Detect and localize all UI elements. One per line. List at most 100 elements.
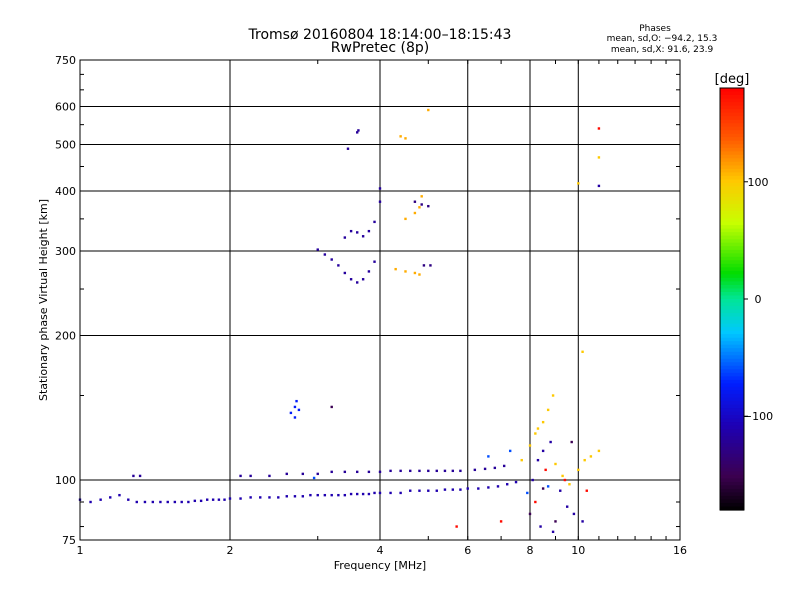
echo-point [361,235,365,238]
echo-point [135,500,138,504]
colorbar-band [720,123,744,128]
echo-point [330,493,333,497]
colorbar-band [720,288,744,293]
echo-point [118,493,121,497]
axis-ticks: 1 2 4 6 8 10 16 75 100 200 300 400 500 600 750 [55,54,687,557]
colorbar-band [720,267,744,272]
y-tick-label: 600 [55,101,76,114]
echo-point [413,200,417,203]
colorbar-band [720,467,744,472]
chart-subtitle: RwPretec (8p) [331,40,429,56]
echo-point [277,496,280,499]
echo-point [249,496,252,499]
echo-point [404,137,407,140]
echo-point [546,408,550,412]
echo-point [404,217,407,221]
echo-point [373,491,376,495]
echo-point [554,520,557,523]
echo-point [367,229,371,233]
echo-point [378,470,382,474]
colorbar-band [720,460,744,465]
colorbar-band [720,242,744,247]
colorbar-band [720,239,744,244]
echo-point [316,493,319,497]
echo-point [378,200,382,203]
echo-point [355,231,359,234]
echo-point [451,469,455,473]
echo-point [239,497,242,500]
x-tick-label: 4 [377,544,384,557]
echo-point [343,470,347,474]
echo-point [268,474,271,478]
echo-point [199,499,203,503]
echo-point [355,492,359,496]
colorbar-band [720,98,744,103]
echo-point [99,498,102,501]
x-tick-label: 8 [527,544,534,557]
colorbar-band [720,502,744,508]
colorbar-band [720,281,744,286]
colorbar-band [720,299,744,304]
colorbar-band [720,306,744,311]
data-points [78,108,601,534]
colorbar-band [720,200,744,205]
echo-point [367,270,371,273]
colorbar-band [720,207,744,212]
colorbar-band [720,172,744,177]
colorbar-band [720,376,744,381]
echo-point [309,493,312,497]
colorbar-band [720,443,744,448]
echo-point [404,270,407,273]
echo-point [413,211,417,215]
echo-point [337,493,340,497]
colorbar-band [720,397,744,402]
echo-point [544,468,547,472]
echo-point [565,505,569,508]
echo-point [526,491,529,495]
echo-point [413,271,417,275]
x-tick-label: 6 [464,544,471,557]
colorbar-band [720,277,744,283]
y-tick-label: 500 [55,139,76,152]
colorbar-band [720,436,744,441]
echo-point [418,469,421,473]
echo-point [597,184,601,188]
colorbar-band [720,253,744,258]
colorbar-band [720,348,744,353]
echo-point [546,485,550,488]
echo-point [151,500,155,504]
echo-point [330,470,333,474]
colorbar-band [720,429,744,434]
colorbar-band [720,351,744,356]
echo-point [159,500,162,504]
colorbar-band [720,88,744,93]
echo-point [346,147,350,150]
echo-point [554,462,557,466]
echo-point [89,500,92,504]
colorbar-band [720,105,744,110]
echo-point [399,469,402,473]
grid-lines [80,60,680,540]
colorbar-band [720,295,744,300]
echo-point [367,470,371,474]
colorbar-band [720,119,744,124]
echo-point [528,512,532,516]
colorbar-band [720,232,744,237]
colorbar-band [720,386,744,392]
echo-point [508,449,512,453]
echo-point [301,472,305,476]
echo-point [223,498,226,501]
chart-title: Tromsø 20160804 18:14:00–18:15:43 [248,27,512,43]
colorbar-band [720,488,744,494]
colorbar-band [720,411,744,416]
echo-point [572,512,576,516]
echo-point [466,487,469,490]
phase-colorbar: 100 0 −100 [719,87,773,511]
echo-point [520,458,523,462]
colorbar-band [720,365,744,370]
colorbar-band [720,481,744,486]
echo-point [349,492,353,496]
echo-point [551,530,555,534]
echo-point [570,440,573,444]
